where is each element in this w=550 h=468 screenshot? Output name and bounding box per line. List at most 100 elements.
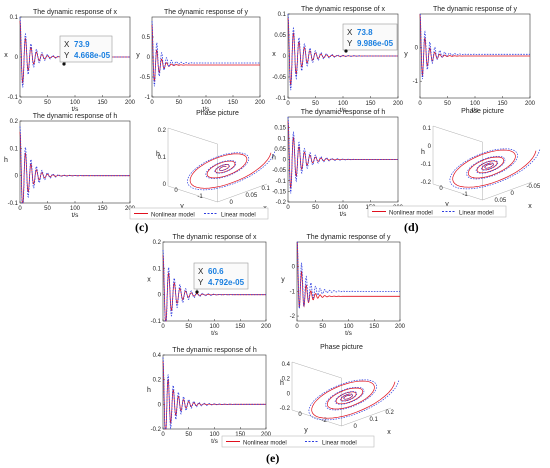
x-tick-label: 150	[97, 100, 108, 106]
y-tick-label: 0.1	[10, 146, 19, 152]
datatip-marker	[62, 62, 66, 66]
datatip-x-label: X	[347, 28, 353, 37]
chart-title: The dynamic response of h	[172, 347, 257, 354]
y-axis-label: x	[272, 51, 276, 58]
y-tick-label: 0.2	[153, 240, 162, 246]
x-axis-label: t/s	[72, 212, 80, 219]
x-axis-label: t/s	[203, 106, 211, 113]
x-tick-label: 50	[312, 101, 319, 107]
series-linear	[162, 249, 266, 322]
z-tick-label: 0	[428, 144, 432, 150]
y-axis-label: y	[136, 52, 140, 59]
y-axis-label: h	[272, 155, 276, 162]
y-tick-label: 0	[147, 55, 151, 61]
datatip-y-value: 4.668e-05	[74, 51, 111, 60]
legend-linear-text: Linear model	[221, 213, 256, 219]
x-tick-label: 0	[161, 432, 165, 438]
legend-nonlinear-text: Nonlinear model	[151, 213, 195, 219]
x-tick-label: 100	[470, 101, 481, 107]
datatip-y-value: 4.792e-05	[208, 278, 245, 287]
x-tick-label: 150	[235, 432, 246, 438]
x-tick-label: 100	[70, 206, 81, 212]
x-tick-label: 0	[230, 200, 234, 206]
series-linear	[287, 116, 398, 194]
plot-area	[162, 354, 267, 430]
chart-panel-9: The dynamic response of y 0 50 100 150 200 -2 -…	[281, 234, 405, 337]
y-tick-label: 0.15	[274, 126, 286, 132]
z-axis-label: h	[280, 380, 284, 387]
datatip-marker	[344, 49, 348, 53]
y-tick-label: -0.1	[8, 201, 19, 207]
panel-label-e: (e)	[266, 451, 279, 465]
series-nonlinear	[296, 241, 400, 308]
phase-series-nonlinear	[311, 380, 396, 419]
x-axis-label: t/s	[211, 438, 219, 445]
chart-title: The dynamic response of y	[164, 9, 249, 16]
x-tick-label: 50	[444, 101, 451, 107]
y-tick-label: 0.2	[10, 119, 19, 125]
phase-series-linear	[187, 151, 276, 191]
y-tick-label: 0.05	[274, 147, 286, 153]
x-tick-label: 100	[338, 205, 349, 211]
datatip-x-value: 73.9	[74, 40, 90, 49]
datatip-y-label: Y	[198, 278, 204, 287]
plot-area	[19, 120, 131, 204]
y-tick-label: 0.2	[153, 378, 162, 384]
axis-frame	[432, 183, 483, 201]
datatip-y-label: Y	[64, 51, 70, 60]
x-axis-label: t/s	[472, 107, 480, 114]
x-tick-label: 0	[354, 424, 358, 430]
panel-label-d: (d)	[404, 220, 419, 234]
plot-area	[151, 16, 261, 98]
x-tick-label: 150	[365, 101, 376, 107]
z-tick-label: 0.1	[423, 126, 432, 132]
z-tick-label: 0.2	[282, 377, 291, 383]
x-tick-label: 0.05	[246, 193, 258, 199]
z-tick-label: 0.2	[158, 128, 167, 134]
x-tick-label: 150	[497, 101, 508, 107]
y-tick-label: -2	[321, 418, 327, 424]
y-tick-label: -0.1	[276, 96, 287, 102]
x-tick-label: 0	[18, 100, 22, 106]
x-axis-label: x	[528, 203, 532, 210]
z-tick-label: 0	[163, 182, 167, 188]
phase-series-nonlinear	[452, 149, 537, 188]
y-axis-label: x	[4, 52, 8, 59]
legend-e: Nonlinear model Linear model	[221, 435, 375, 448]
datatip-x-label: X	[198, 267, 204, 276]
y-tick-label: -0.1	[8, 95, 19, 101]
y-tick-label: 0.1	[10, 15, 19, 21]
y-tick-label: -2	[290, 314, 296, 320]
axis-frame	[291, 409, 342, 427]
y-tick-label: 0.1	[153, 266, 162, 272]
y-tick-label: 0	[158, 402, 162, 408]
y-tick-label: 0.1	[278, 136, 287, 142]
datatip-e: X 60.6 Y 4.792e-05	[193, 262, 249, 294]
x-tick-label: 150	[228, 100, 239, 106]
chart-title: Phase picture	[320, 344, 363, 351]
chart-title: Phase picture	[461, 108, 504, 115]
y-tick-label: 0	[15, 55, 19, 61]
x-axis-label: t/s	[340, 211, 348, 218]
y-tick-label: -0.2	[151, 427, 162, 433]
series-linear	[296, 241, 400, 309]
legend-linear-text: Linear model	[459, 211, 494, 217]
y-tick-label: 0	[174, 188, 178, 194]
y-tick-label: 0	[439, 186, 443, 192]
y-tick-label: -0.05	[272, 168, 286, 174]
x-tick-label: 0.1	[262, 186, 271, 192]
y-tick-label: -1	[197, 194, 203, 200]
y-axis-label: y	[304, 427, 308, 434]
datatip-c: X 73.9 Y 4.668e-05	[59, 35, 113, 66]
x-tick-label: 0	[286, 101, 290, 107]
x-tick-label: 150	[369, 324, 380, 330]
x-axis-label: t/s	[211, 330, 219, 337]
x-tick-label: 200	[261, 432, 272, 438]
x-tick-label: 100	[209, 324, 220, 330]
y-tick-label: 0	[415, 46, 419, 52]
x-tick-label: 50	[185, 432, 192, 438]
charts-layer: The dynamic response of x 0 50 100 150 200 -0.…	[4, 6, 541, 445]
x-axis-label: t/s	[345, 330, 353, 337]
